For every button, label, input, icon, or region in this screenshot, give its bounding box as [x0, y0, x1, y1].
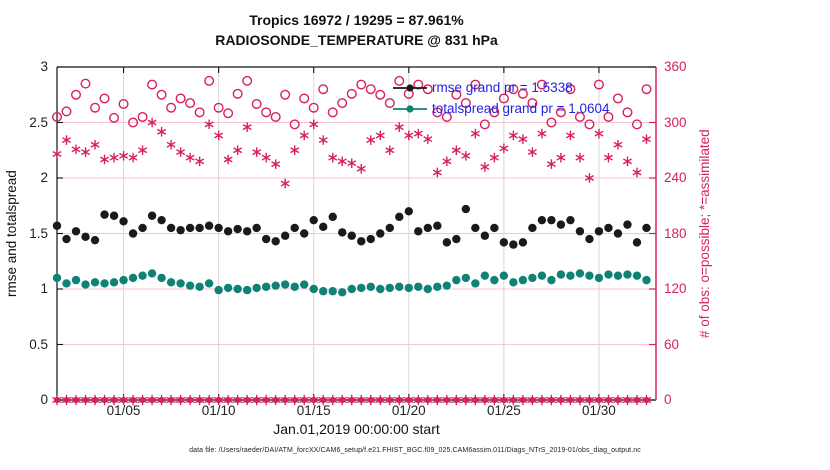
ytick-left-3: 3 — [40, 59, 48, 74]
ytick-right-300: 300 — [664, 114, 687, 130]
xtick-01/15: 01/15 — [296, 403, 331, 418]
series-rmse — [52, 204, 651, 249]
series-totalspread — [52, 269, 651, 297]
legend: rmse grand pr = 1.5338 totalspread grand… — [392, 77, 610, 119]
rmse-line-marker-icon — [393, 83, 427, 92]
xtick-01/20: 01/20 — [391, 403, 426, 418]
xtick-01/10: 01/10 — [201, 403, 236, 418]
ytick-left-1.5: 1.5 — [29, 225, 48, 241]
ytick-left-1: 1 — [40, 281, 48, 296]
data-file-caption: data file: /Users/raeder/DAI/ATM_forcXX/… — [189, 447, 641, 454]
legend-item-rmse: rmse grand pr = 1.5338 — [392, 77, 610, 98]
chart-title-block: Tropics 16972 / 19295 = 87.961% RADIOSON… — [0, 10, 713, 50]
ytick-left-0: 0 — [40, 392, 48, 407]
ytick-right-360: 360 — [664, 59, 687, 74]
plot-box — [56, 66, 657, 401]
xtick-01/25: 01/25 — [486, 403, 521, 418]
x-axis-label: Jan.01,2019 00:00:00 start — [273, 421, 440, 437]
chart-title: Tropics 16972 / 19295 = 87.961% — [249, 12, 464, 28]
ytick-left-0.5: 0.5 — [29, 336, 48, 352]
series-assimilated — [52, 117, 651, 189]
ytick-left-2.5: 2.5 — [29, 114, 48, 130]
legend-label-totalspread: totalspread grand pr = 1.0604 — [432, 101, 610, 116]
ytick-right-120: 120 — [664, 281, 687, 296]
series-rejected-zero-row — [52, 394, 652, 406]
chart-subtitle: RADIOSONDE_TEMPERATURE @ 831 hPa — [215, 32, 498, 48]
ytick-right-60: 60 — [664, 336, 680, 352]
legend-item-totalspread: totalspread grand pr = 1.0604 — [392, 98, 610, 119]
ytick-left-2: 2 — [40, 170, 48, 185]
legend-label-rmse: rmse grand pr = 1.5338 — [432, 80, 573, 95]
ytick-right-180: 180 — [664, 225, 687, 241]
ytick-right-240: 240 — [664, 170, 687, 185]
ytick-right-0: 0 — [664, 392, 672, 407]
totalspread-line-marker-icon — [393, 104, 427, 113]
xtick-01/30: 01/30 — [582, 403, 616, 418]
xtick-01/05: 01/05 — [106, 403, 141, 418]
